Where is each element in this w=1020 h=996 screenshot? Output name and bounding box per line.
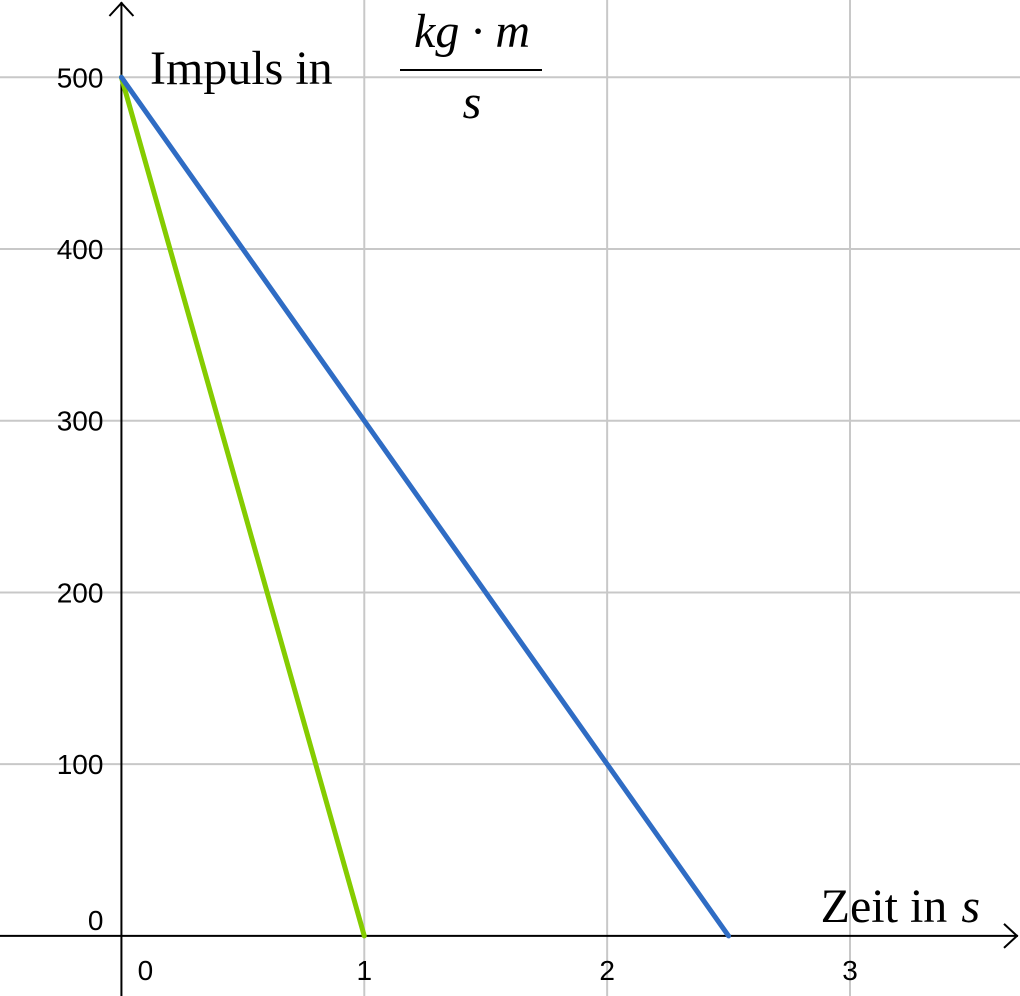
y-tick-label-500: 500 bbox=[57, 62, 104, 93]
x-axis-title: Zeit in s bbox=[821, 880, 980, 933]
y-axis-title: Impuls in kg · m s bbox=[150, 5, 542, 129]
x-tick-label-1: 1 bbox=[356, 955, 372, 986]
series-line-2 bbox=[118, 74, 732, 939]
x-axis-arrow-icon bbox=[1003, 923, 1019, 949]
y-axis-unit-denominator: s bbox=[463, 76, 482, 129]
y-tick-label-0: 0 bbox=[88, 905, 104, 936]
vertical-grid-lines bbox=[363, 0, 851, 996]
x-tick-label-2: 2 bbox=[599, 955, 615, 986]
x-tick-label-0: 0 bbox=[138, 955, 154, 986]
y-axis-title-text: Impuls in bbox=[150, 42, 333, 95]
x-tick-label-3: 3 bbox=[842, 955, 858, 986]
x-tick-labels: 0 1 2 3 bbox=[138, 955, 858, 986]
x-axis-title-text: Zeit in bbox=[821, 880, 948, 933]
y-tick-label-200: 200 bbox=[57, 577, 104, 608]
y-tick-label-300: 300 bbox=[57, 406, 104, 437]
y-tick-label-400: 400 bbox=[57, 234, 104, 265]
x-axis-title-line: Zeit in s bbox=[821, 880, 980, 933]
series-line-1 bbox=[118, 74, 367, 939]
y-tick-label-100: 100 bbox=[57, 749, 104, 780]
x-axis-unit: s bbox=[961, 880, 980, 933]
y-axis-unit-numerator: kg · m bbox=[414, 5, 530, 58]
y-axis-arrow-icon bbox=[108, 1, 135, 17]
series-layer bbox=[118, 74, 732, 939]
y-tick-labels: 0 100 200 300 400 500 bbox=[57, 62, 104, 936]
